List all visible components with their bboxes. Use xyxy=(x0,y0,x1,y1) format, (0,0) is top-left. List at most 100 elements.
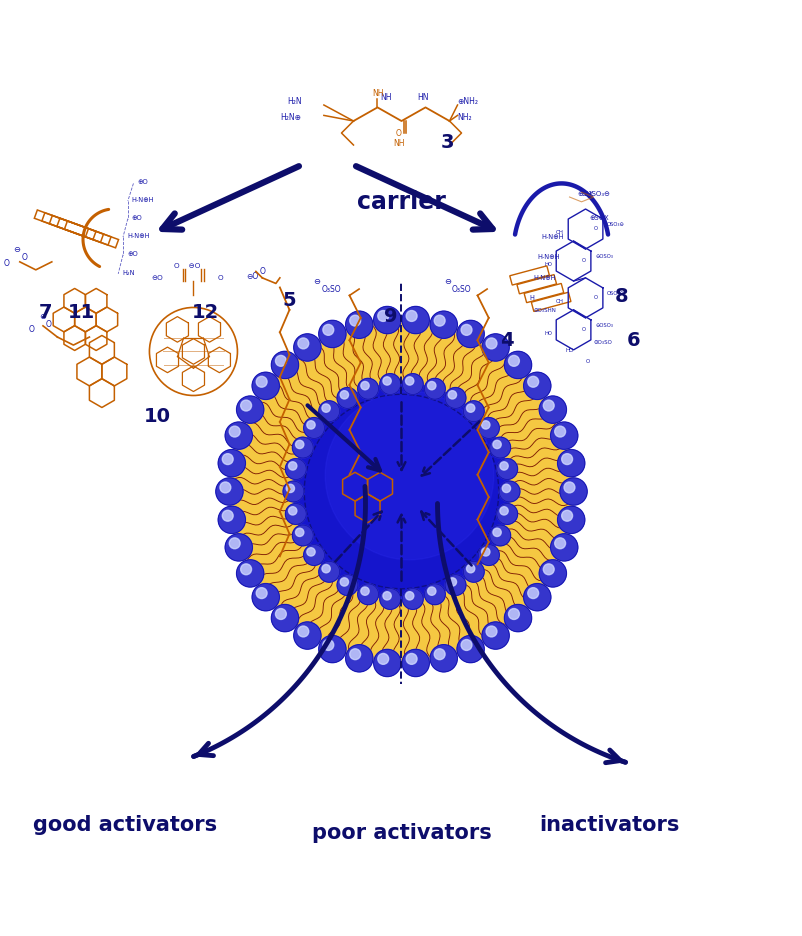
Circle shape xyxy=(485,626,496,637)
Circle shape xyxy=(225,422,252,450)
Circle shape xyxy=(322,404,330,413)
Circle shape xyxy=(306,421,314,430)
Circle shape xyxy=(523,584,550,611)
Text: OSO₃⊖: OSO₃⊖ xyxy=(606,290,624,296)
Circle shape xyxy=(485,339,496,349)
Circle shape xyxy=(504,352,531,379)
Circle shape xyxy=(523,373,550,400)
Circle shape xyxy=(448,578,456,587)
Circle shape xyxy=(256,377,267,388)
Circle shape xyxy=(377,311,388,322)
Circle shape xyxy=(285,460,306,480)
Circle shape xyxy=(504,605,531,632)
Text: 4: 4 xyxy=(500,330,513,349)
Text: ⊕O: ⊕O xyxy=(127,250,138,256)
Circle shape xyxy=(322,325,334,336)
Circle shape xyxy=(325,392,493,560)
Circle shape xyxy=(360,587,369,595)
Circle shape xyxy=(500,507,508,516)
Text: ⊕S-X: ⊕S-X xyxy=(577,191,593,197)
Circle shape xyxy=(478,545,499,565)
Circle shape xyxy=(456,636,484,663)
Circle shape xyxy=(444,575,465,596)
Circle shape xyxy=(444,388,465,409)
Text: HO: HO xyxy=(544,262,551,267)
Circle shape xyxy=(350,315,360,327)
Circle shape xyxy=(405,377,413,386)
Circle shape xyxy=(434,649,444,660)
Text: O: O xyxy=(585,358,589,363)
Circle shape xyxy=(463,402,484,422)
Text: O: O xyxy=(260,267,265,276)
Text: ⊖O₃SHN: ⊖O₃SHN xyxy=(533,308,556,314)
Circle shape xyxy=(466,404,474,413)
Circle shape xyxy=(292,438,313,459)
Circle shape xyxy=(463,562,484,582)
Circle shape xyxy=(252,373,279,400)
Text: OH: OH xyxy=(555,299,563,303)
Circle shape xyxy=(379,589,400,609)
Circle shape xyxy=(294,334,321,361)
Circle shape xyxy=(294,622,321,650)
Circle shape xyxy=(377,653,388,665)
Text: O: O xyxy=(395,129,401,139)
Circle shape xyxy=(357,379,378,400)
Text: O₃SO: O₃SO xyxy=(321,285,341,294)
Circle shape xyxy=(434,315,444,327)
Circle shape xyxy=(288,462,297,471)
Circle shape xyxy=(318,636,346,663)
Circle shape xyxy=(554,427,565,437)
Circle shape xyxy=(481,421,489,430)
Circle shape xyxy=(538,397,565,424)
Circle shape xyxy=(448,391,456,400)
Circle shape xyxy=(496,504,517,525)
Circle shape xyxy=(318,321,346,348)
Circle shape xyxy=(557,506,584,534)
Text: O: O xyxy=(217,275,223,281)
Circle shape xyxy=(350,649,360,660)
Text: ⊖: ⊖ xyxy=(39,312,46,320)
Text: O₃SO: O₃SO xyxy=(452,285,471,294)
Circle shape xyxy=(288,507,297,516)
Text: inactivators: inactivators xyxy=(539,813,679,834)
Text: 10: 10 xyxy=(144,406,171,426)
Circle shape xyxy=(481,548,489,556)
Circle shape xyxy=(229,538,240,549)
Text: ⊕NH₂: ⊕NH₂ xyxy=(457,96,478,106)
Circle shape xyxy=(318,562,339,582)
Circle shape xyxy=(218,450,245,477)
Circle shape xyxy=(424,584,445,605)
Text: 12: 12 xyxy=(192,302,219,322)
Text: H₂N: H₂N xyxy=(122,270,135,275)
Text: 7: 7 xyxy=(38,302,52,322)
Text: ⊖O: ⊖O xyxy=(246,271,258,281)
Circle shape xyxy=(292,525,313,547)
Circle shape xyxy=(406,311,416,322)
Text: 8: 8 xyxy=(614,286,628,306)
Circle shape xyxy=(283,482,303,503)
Text: ⊕O: ⊕O xyxy=(132,214,143,220)
Circle shape xyxy=(222,511,233,521)
Circle shape xyxy=(508,356,519,367)
Circle shape xyxy=(275,609,286,620)
Circle shape xyxy=(383,377,391,386)
Circle shape xyxy=(286,485,294,493)
Text: ⊕O: ⊕O xyxy=(137,179,148,185)
Circle shape xyxy=(222,454,233,465)
Text: 9: 9 xyxy=(384,307,397,326)
Circle shape xyxy=(357,584,378,605)
Text: good activators: good activators xyxy=(34,813,217,834)
Text: HO: HO xyxy=(544,330,551,335)
Text: O: O xyxy=(593,226,597,231)
Text: 6: 6 xyxy=(626,330,639,349)
Circle shape xyxy=(561,511,572,521)
Circle shape xyxy=(220,482,230,493)
Text: poor activators: poor activators xyxy=(311,822,491,841)
Text: O: O xyxy=(46,319,51,329)
Circle shape xyxy=(456,321,484,348)
Circle shape xyxy=(499,482,519,503)
Circle shape xyxy=(405,592,413,600)
Circle shape xyxy=(427,587,435,595)
Circle shape xyxy=(557,450,584,477)
Text: H-N⊕H: H-N⊕H xyxy=(132,197,154,203)
